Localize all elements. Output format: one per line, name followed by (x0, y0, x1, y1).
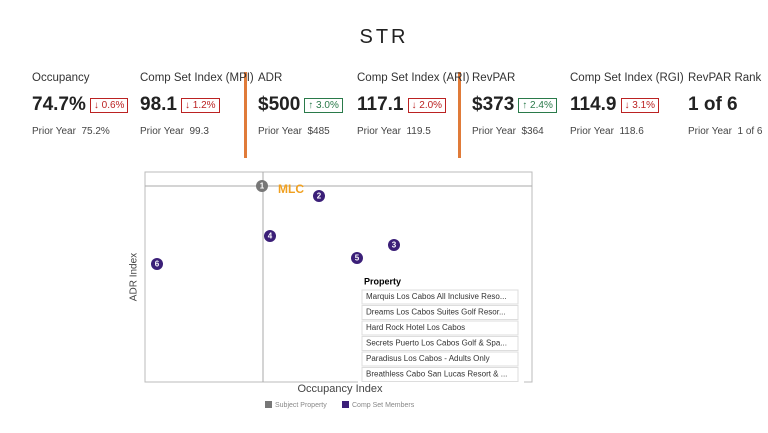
kpi-prior: Prior Year 118.6 (570, 126, 644, 137)
kpi-value: 117.1 (357, 94, 404, 115)
marker-label: 6 (155, 260, 160, 269)
kpi-card: ADR $500 ↑ 3.0% Prior Year $485 (258, 72, 343, 137)
marker (256, 180, 268, 192)
x-axis-label: Occupancy Index (298, 383, 383, 395)
marker (264, 230, 276, 242)
marker (388, 239, 400, 251)
kpi-change: ↓ 2.0% (407, 97, 447, 113)
kpi-change: ↓ 3.1% (620, 97, 660, 113)
divider (458, 72, 461, 158)
kpi-prior: Prior Year 99.3 (140, 126, 209, 137)
property-name: Breathless Cabo San Lucas Resort & ... (366, 370, 507, 379)
marker-label: 1 (260, 182, 265, 191)
property-row (361, 351, 519, 367)
plot-frame (144, 171, 533, 383)
property-row (361, 367, 519, 382)
property-name: Hard Rock Hotel Los Cabos (366, 323, 465, 332)
legend-swatch (265, 401, 272, 408)
marker (313, 190, 325, 202)
kpi-value-row: $373 ↑ 2.4% (472, 94, 557, 116)
kpi-label: RevPAR (472, 72, 516, 84)
property-row (361, 320, 519, 336)
kpi-value: 1 of 6 (688, 94, 738, 115)
kpi-value: 98.1 (140, 94, 177, 115)
kpi-change: ↑ 3.0% (304, 97, 343, 113)
kpi-card: Comp Set Index (RGI) 114.9 ↓ 3.1% Prior Yea… (570, 72, 684, 137)
kpi-prior: Prior Year 119.5 (357, 126, 431, 137)
kpi-prior: Prior Year $364 (472, 126, 544, 137)
marker-label: 3 (392, 241, 397, 250)
kpi-value-row: 114.9 ↓ 3.1% (570, 94, 684, 116)
kpi-card: Comp Set Index (MPI) 98.1 ↓ 1.2% Prior Year… (140, 72, 254, 137)
kpi-label: Comp Set Index (RGI) (570, 72, 684, 84)
kpi-value-row: 98.1 ↓ 1.2% (140, 94, 254, 116)
kpi-value-row: 117.1 ↓ 2.0% (357, 94, 469, 116)
kpi-change: ↑ 2.4% (518, 97, 557, 113)
kpi-label: ADR (258, 72, 283, 84)
marker (151, 258, 163, 270)
property-name: Dreams Los Cabos Suites Golf Resor... (366, 308, 506, 317)
kpi-prior: Prior Year 1 of 6 (688, 126, 763, 137)
kpi-prior: Prior Year 75.2% (32, 126, 110, 137)
property-name: Marquis Los Cabos All Inclusive Reso... (366, 292, 507, 301)
kpi-label: Comp Set Index (MPI) (140, 72, 254, 84)
page-title: STR (359, 26, 409, 48)
kpi-change: ↓ 1.2% (180, 97, 220, 113)
kpi-prior: Prior Year $485 (258, 126, 330, 137)
kpi-label: Comp Set Index (ARI) (357, 72, 470, 84)
property-name: Secrets Puerto Los Cabos Golf & Spa... (366, 339, 507, 348)
kpi-card: Comp Set Index (ARI) 117.1 ↓ 2.0% Prior Yea… (357, 72, 469, 137)
kpi-value-row: 74.7% ↓ 0.6% (32, 94, 129, 116)
kpi-card: RevPAR Rank 1 of 6 Prior Year 1 of 6 (688, 72, 763, 137)
marker-label: 4 (268, 232, 273, 241)
legend-label: Subject Property (275, 402, 327, 409)
legend-swatch (342, 401, 349, 408)
legend-title: Property (364, 276, 401, 286)
y-axis-label: ADR Index (129, 253, 140, 301)
marker (351, 252, 363, 264)
kpi-value: 114.9 (570, 94, 617, 115)
legend-label: Comp Set Members (352, 402, 415, 409)
kpi-value-row: 1 of 6 (688, 94, 763, 116)
marker-label: 5 (355, 254, 360, 263)
kpi-card: Occupancy 74.7% ↓ 0.6% Prior Year 75.2% (32, 72, 129, 137)
kpi-change: ↓ 0.6% (89, 97, 129, 113)
marker-label: 2 (317, 192, 322, 201)
kpi-value-row: $500 ↑ 3.0% (258, 94, 343, 116)
kpi-value: $500 (258, 94, 301, 115)
kpi-card: RevPAR $373 ↑ 2.4% Prior Year $364 (472, 72, 557, 137)
kpi-label: Occupancy (32, 72, 90, 84)
property-row (361, 305, 519, 320)
kpi-value: $373 (472, 94, 515, 115)
property-row (361, 289, 519, 305)
kpi-value: 74.7% (32, 94, 86, 115)
property-row (361, 336, 519, 351)
kpi-label: RevPAR Rank (688, 72, 762, 84)
divider (244, 72, 247, 158)
property-name: Paradisus Los Cabos - Adults Only (366, 354, 490, 363)
subject-label: MLC (278, 182, 304, 196)
